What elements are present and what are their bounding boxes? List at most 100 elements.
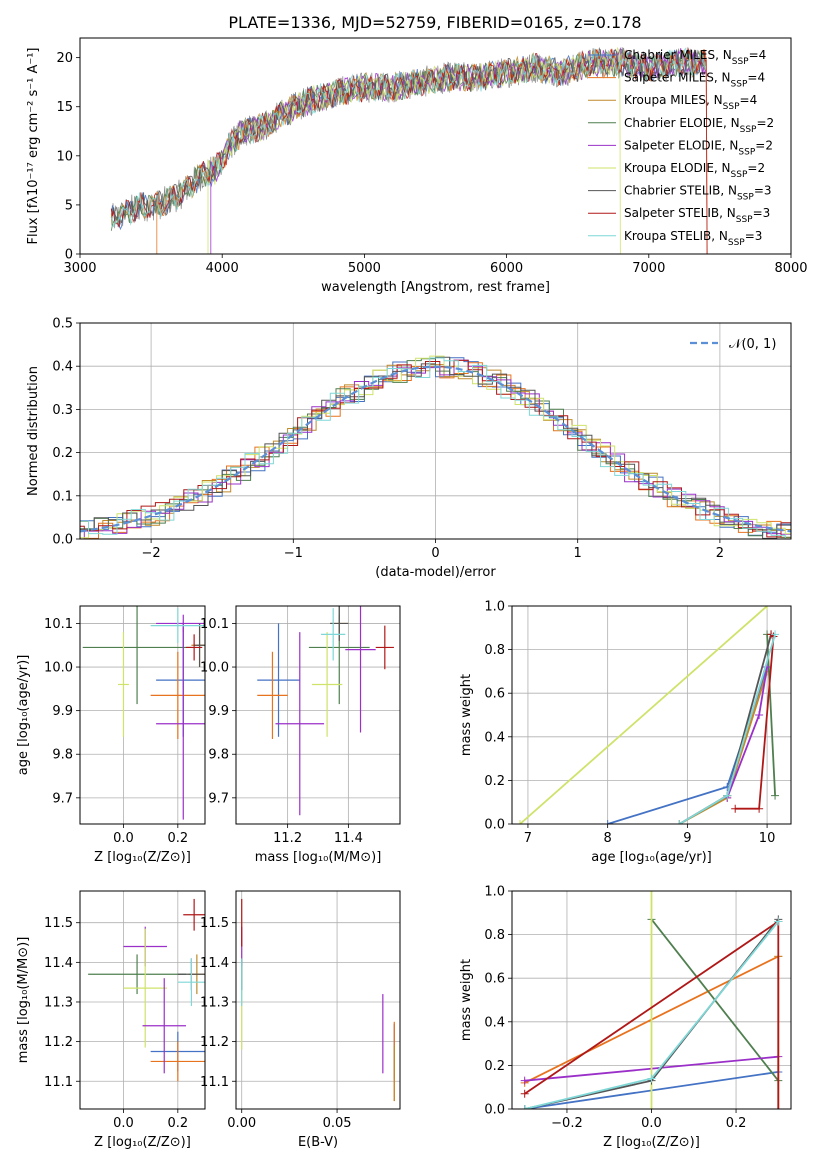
point-marker	[647, 1105, 656, 1109]
point-marker	[603, 820, 612, 824]
data-point	[257, 623, 300, 737]
histograms	[80, 355, 791, 539]
spectrum-panel: 3000 4000 5000 6000 7000 8000 0 5 10 15 20 waveleng…	[26, 37, 808, 295]
x-tick-label: 5000	[348, 261, 381, 276]
point-marker	[755, 804, 764, 813]
x-tick-label: 0.2	[167, 831, 188, 846]
axes-frame	[235, 890, 401, 1110]
x-tick-label: 0.0	[113, 1116, 134, 1131]
y-tick-label: 0.6	[484, 972, 505, 987]
data-point	[321, 608, 346, 661]
x-tick-label: 0.00	[227, 1116, 256, 1131]
x-tick-label: 0.0	[641, 1116, 662, 1131]
point-marker	[774, 917, 783, 926]
axes-frame	[511, 605, 792, 825]
point-marker	[771, 630, 780, 639]
y-tick-label: 9.9	[208, 704, 229, 719]
x-tick-label: 7	[524, 831, 532, 846]
x-tick-label: 0	[431, 546, 439, 561]
model-spectrum-line	[110, 47, 706, 227]
y-tick-label: 5	[65, 198, 73, 213]
legend-label: Chabrier STELIB, NSSP=3	[624, 184, 772, 203]
x-tick-label: 6000	[490, 261, 523, 276]
x-axis-label: Z [log₁₀(Z/Z⊙)]	[603, 1135, 700, 1150]
point-marker	[520, 1089, 529, 1098]
point-marker	[731, 804, 740, 813]
series-line	[519, 606, 768, 824]
x-axis-label: age [log₁₀(age/yr)]	[591, 850, 712, 865]
data-point	[156, 627, 205, 820]
x-tick-label: 8	[604, 831, 612, 846]
data-point	[311, 632, 343, 737]
x-tick-label: 0.05	[323, 1116, 352, 1131]
y-tick-label: 9.8	[52, 748, 73, 763]
mass-vs-metallicity-panel: 0.0 0.2 11.1 11.2 11.3 11.4 11.5 Z [log₁₀(Z/Z⊙)…	[16, 890, 206, 1150]
y-tick-label: 0.5	[52, 317, 73, 332]
y-tick-label: 0	[65, 248, 73, 263]
x-tick-label: 7000	[632, 261, 665, 276]
y-tick-label: 0.1	[52, 489, 73, 504]
y-tick-label: 11.3	[200, 995, 229, 1010]
data-point	[123, 928, 167, 1048]
y-tick-label: 10	[56, 149, 73, 164]
y-axis-label: mass weight	[459, 674, 474, 756]
axes-frame	[511, 890, 792, 1110]
data-point	[88, 954, 186, 995]
data-point	[194, 623, 205, 668]
x-tick-label: 4000	[206, 261, 239, 276]
x-tick-label: −0.2	[551, 1116, 583, 1131]
histogram-step	[80, 362, 791, 539]
y-tick-label: 1.0	[484, 600, 505, 615]
point-marker	[774, 1105, 783, 1109]
axes-frame	[79, 322, 792, 540]
data-point	[118, 632, 129, 737]
data-point	[150, 608, 205, 644]
y-tick-label: 0.0	[484, 1103, 505, 1118]
axes-frame	[79, 890, 206, 1110]
y-tick-label: 0.2	[484, 1059, 505, 1074]
y-axis-label: age [log₁₀(age/yr)]	[16, 655, 31, 776]
y-tick-label: 9.9	[52, 704, 73, 719]
y-tick-label: 0.8	[484, 928, 505, 943]
y-tick-label: 1.0	[484, 885, 505, 900]
x-tick-label: 0.0	[113, 831, 134, 846]
x-tick-label: 1	[574, 546, 582, 561]
legend-label: Kroupa STELIB, NSSP=3	[624, 229, 762, 248]
x-axis-label: (data-model)/error	[375, 565, 496, 580]
y-tick-label: 10.0	[200, 661, 229, 676]
y-tick-label: 15	[56, 100, 73, 115]
error-bars	[241, 898, 395, 1102]
mass-weight-vs-age-panel: 7 8 9 10 0.0 0.2 0.4 0.6 0.8 1.0 age [log₁₀(age/yr…	[459, 600, 792, 865]
figure-title: PLATE=1336, MJD=52759, FIBERID=0165, z=0…	[228, 13, 641, 32]
age-vs-metallicity-panel: 0.0 0.2 9.7 9.8 9.9 10.0 10.1 Z [log₁₀(Z/Z⊙)] ag…	[16, 605, 206, 865]
axes-frame	[235, 605, 401, 825]
age-vs-mass-panel: 11.2 11.4 9.7 9.8 9.9 10.0 10.1 mass [log₁₀(M/M…	[200, 605, 401, 865]
data-point	[345, 606, 376, 733]
legend-label: Kroupa ELODIE, NSSP=2	[624, 161, 765, 180]
y-axis-label: mass [log₁₀(M/M⊙)]	[16, 937, 31, 1064]
x-tick-label: −2	[142, 546, 161, 561]
y-tick-label: 10.1	[44, 617, 73, 632]
y-tick-label: 11.4	[44, 956, 73, 971]
y-tick-label: 0.0	[484, 818, 505, 833]
y-tick-label: 11.5	[200, 916, 229, 931]
normal-curve	[80, 365, 791, 533]
point-marker	[647, 891, 656, 895]
x-tick-label: 2	[716, 546, 724, 561]
histogram-step	[80, 358, 791, 538]
y-tick-label: 10.1	[200, 617, 229, 632]
data-point	[142, 978, 186, 1074]
legend-label: Salpeter ELODIE, NSSP=2	[624, 138, 773, 157]
legend-label: Chabrier ELODIE, NSSP=2	[624, 116, 774, 135]
data-point	[82, 606, 192, 705]
y-tick-label: 0.3	[52, 403, 73, 418]
y-tick-label: 0.2	[484, 774, 505, 789]
residual-histogram-panel: −2 −1 0 1 2 0.0 0.1 0.2 0.3 0.4 0.5 (data-model)/er…	[26, 317, 792, 580]
data-point	[375, 625, 394, 670]
point-marker	[723, 791, 732, 800]
series-line	[766, 634, 776, 796]
point-marker	[771, 791, 780, 800]
y-tick-label: 11.4	[200, 956, 229, 971]
y-tick-label: 11.1	[200, 1075, 229, 1090]
